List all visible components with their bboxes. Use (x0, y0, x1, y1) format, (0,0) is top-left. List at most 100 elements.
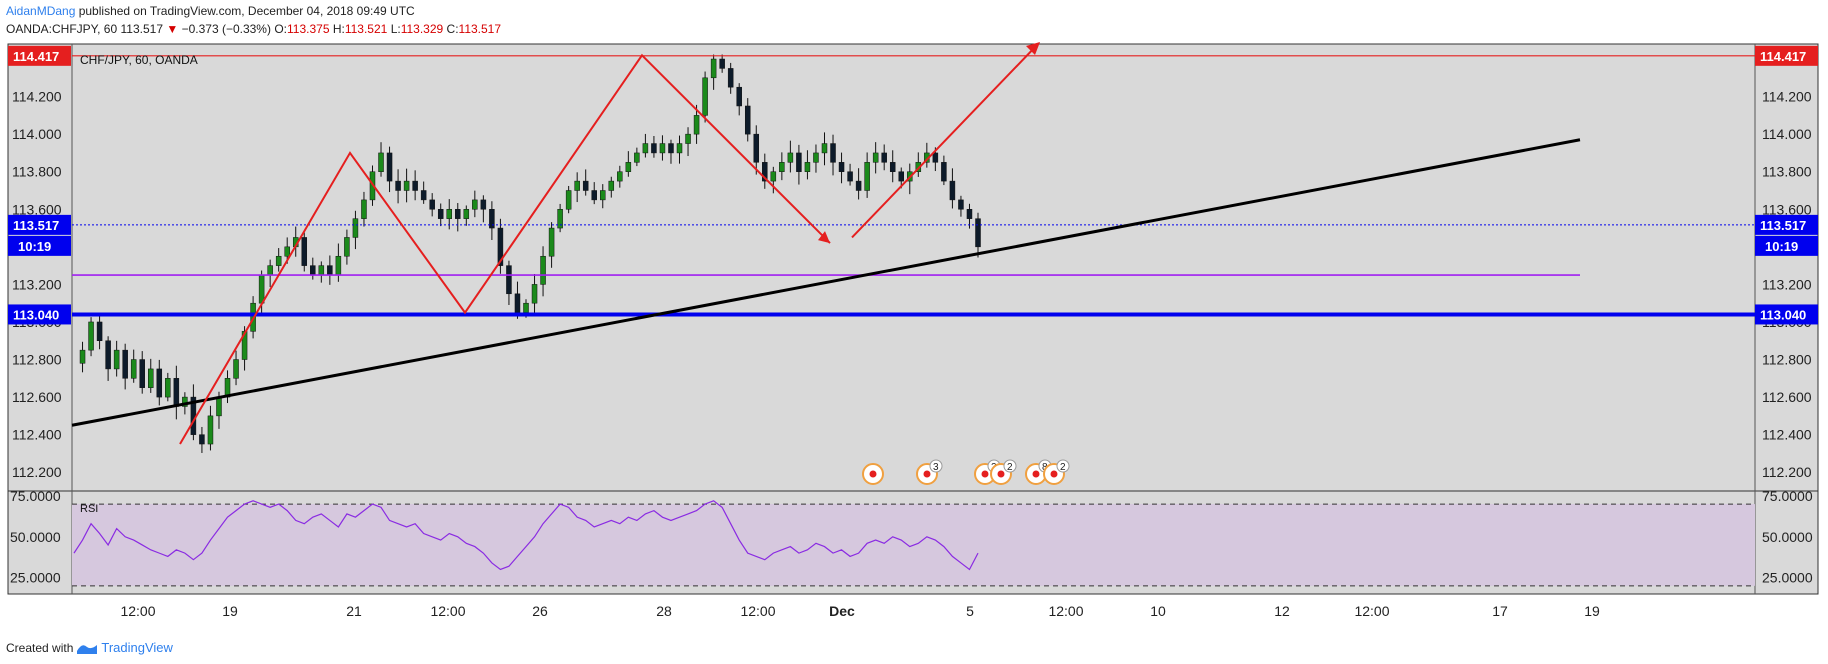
candle-body (497, 227, 504, 266)
candle-body (574, 180, 580, 191)
candle-body (855, 180, 862, 191)
created-with-label: Created with (6, 640, 74, 655)
rsi-tick-label-left: 25.0000 (10, 570, 61, 586)
candle-body (378, 152, 384, 172)
x-tick-label: 19 (222, 603, 238, 619)
candle-body (779, 162, 785, 172)
candle-body (437, 209, 444, 219)
publish-line: AidanMDang published on TradingView.com,… (6, 4, 415, 18)
low-value: 113.329 (400, 22, 444, 36)
down-arrow-icon: ▼ (166, 22, 179, 36)
event-marker-dot (1050, 470, 1058, 478)
y-tick-label-right: 113.600 (1762, 201, 1812, 217)
event-count-badge (929, 459, 943, 473)
x-tick-label: 12:00 (1354, 603, 1389, 619)
event-marker-dot (997, 470, 1005, 478)
tradingview-logo-icon (77, 644, 98, 654)
rsi-tick-label-left: 75.0000 (10, 488, 61, 504)
y-tick-label-right: 112.400 (1762, 427, 1812, 443)
y-tick-label-right: 114.200 (1762, 89, 1812, 105)
candle-body (327, 265, 333, 276)
tradingview-link[interactable]: TradingView (101, 640, 173, 655)
y-tick-label-left: 114.000 (12, 126, 62, 142)
candle-body (557, 209, 563, 229)
x-tick-label: 12:00 (430, 603, 465, 619)
symbol-label: OANDA:CHFJPY, 60 (6, 22, 118, 36)
candle-body (301, 237, 308, 266)
candle-body (685, 133, 691, 144)
candle-body (762, 162, 768, 182)
price-badge-left (8, 304, 71, 325)
candle-body (847, 171, 853, 182)
candle-body (139, 359, 145, 388)
projection-arrowhead (1026, 42, 1040, 55)
x-tick-label: 5 (966, 603, 974, 619)
price-badge-label-right: 113.040 (1760, 307, 1806, 322)
chart-title: CHF/JPY, 60, OANDA (80, 53, 198, 67)
candle-body (642, 143, 649, 154)
candle-body (446, 209, 452, 219)
high-label: H: (332, 22, 345, 36)
projection-arrow-line (851, 43, 1039, 239)
candle-body (719, 58, 725, 69)
candle-body (429, 199, 435, 210)
last-price: 113.517 (120, 22, 164, 36)
candle-body (156, 368, 163, 398)
candle-body (318, 265, 325, 276)
candle-body (241, 331, 248, 360)
event-marker-dot (869, 470, 877, 478)
candle-body (531, 284, 538, 304)
x-tick-label: 10 (1150, 603, 1166, 619)
price-badge-right (1755, 214, 1818, 235)
candle-body (284, 246, 290, 257)
event-count-label: 2 (1060, 462, 1066, 473)
author-link[interactable]: AidanMDang (6, 4, 76, 18)
candle-body (830, 143, 836, 163)
candle-body (608, 180, 615, 191)
candle-body (821, 143, 828, 154)
candle-body (455, 209, 461, 219)
candle-body (233, 359, 239, 379)
event-count-badge (1003, 459, 1017, 473)
candle-body (582, 180, 589, 191)
open-label: O: (274, 22, 287, 36)
candle-body (275, 255, 282, 266)
candle-body (813, 152, 819, 163)
candle-body (796, 152, 802, 172)
x-tick-label: 12:00 (120, 603, 155, 619)
candle-body (480, 199, 487, 210)
candle-body (489, 209, 495, 229)
price-badge-right (1755, 304, 1818, 325)
candle-body (958, 199, 964, 210)
close-label: C: (446, 22, 459, 36)
event-count-label: 3 (933, 462, 939, 473)
y-tick-label-left: 112.600 (12, 389, 62, 405)
publish-info: published on TradingView.com, December 0… (75, 4, 415, 18)
countdown-badge-right (1755, 235, 1818, 256)
candle-body (310, 265, 316, 276)
candle-body (702, 77, 708, 116)
candle-body (676, 143, 683, 154)
candle-body (710, 58, 717, 79)
candle-body (736, 86, 742, 107)
x-tick-label: 12:00 (740, 603, 775, 619)
candle-body (173, 378, 180, 407)
price-badge-left (8, 214, 71, 235)
candle-body (744, 105, 751, 135)
candle-body (617, 171, 623, 182)
candle-body (634, 152, 640, 163)
candle-body (105, 340, 111, 370)
rsi-title: RSI (80, 503, 98, 515)
event-marker-dot (1032, 470, 1040, 478)
candle-body (148, 368, 154, 388)
y-tick-label-right: 112.200 (1762, 464, 1812, 480)
candle-body (949, 180, 956, 201)
event-count-label: 8 (1042, 462, 1048, 473)
candle-body (975, 218, 981, 248)
candle-body (565, 190, 572, 210)
candle-body (361, 199, 367, 219)
y-tick-label-left: 112.400 (12, 427, 62, 443)
price-badge-label-left: 113.517 (13, 218, 59, 233)
y-tick-label-left: 113.200 (12, 276, 62, 292)
